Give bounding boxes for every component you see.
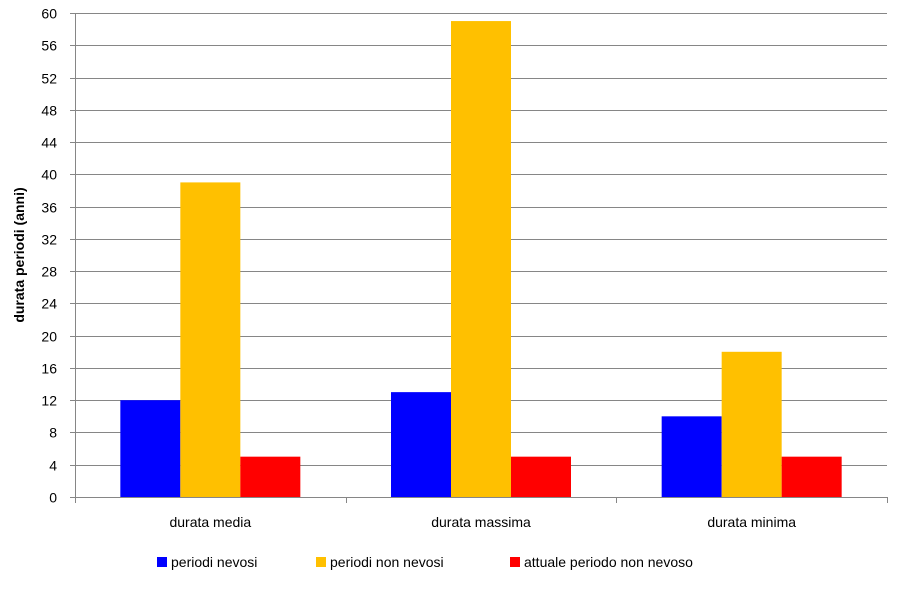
x-tick-label: durata media [169,514,251,530]
y-tick-label: 44 [41,135,57,151]
bar-1 [391,392,451,497]
bar-1 [661,416,722,497]
y-tick-label: 16 [41,361,57,377]
y-tick-label: 8 [49,425,57,441]
y-axis-label: durata periodi (anni) [11,187,27,322]
x-tick-label: durata minima [707,514,796,530]
bar-3 [240,456,301,497]
legend-swatch [316,557,326,567]
bar-3 [781,456,842,497]
y-tick-label: 40 [41,167,57,183]
y-tick-label: 36 [41,200,57,216]
y-tick-label: 4 [49,458,57,474]
y-tick-label: 24 [41,296,57,312]
bars [120,21,842,498]
y-tick-label: 12 [41,393,57,409]
y-tick-label: 60 [41,6,57,22]
bar-2 [451,21,511,498]
legend-label: periodi nevosi [171,554,257,570]
x-tick-label: durata massima [431,514,531,530]
y-tick-label: 48 [41,103,57,119]
legend-swatch [157,557,167,567]
legend: periodi nevosi periodi non nevosi attuale … [157,554,693,570]
bar-2 [721,351,782,497]
y-tick-label: 28 [41,264,57,280]
bar-2 [180,182,241,497]
bar-1 [120,400,181,497]
legend-label: periodi non nevosi [330,554,444,570]
y-tick-label: 32 [41,232,57,248]
axes [75,13,888,503]
legend-swatch [510,557,520,567]
y-tick-label: 0 [49,490,57,506]
bar-3 [511,456,571,497]
x-axis-labels: durata media durata massima durata minima [169,514,796,530]
y-tick-label: 20 [41,329,57,345]
legend-label: attuale periodo non nevoso [524,554,693,570]
y-tick-label: 56 [41,38,57,54]
y-tick-label: 52 [41,71,57,87]
